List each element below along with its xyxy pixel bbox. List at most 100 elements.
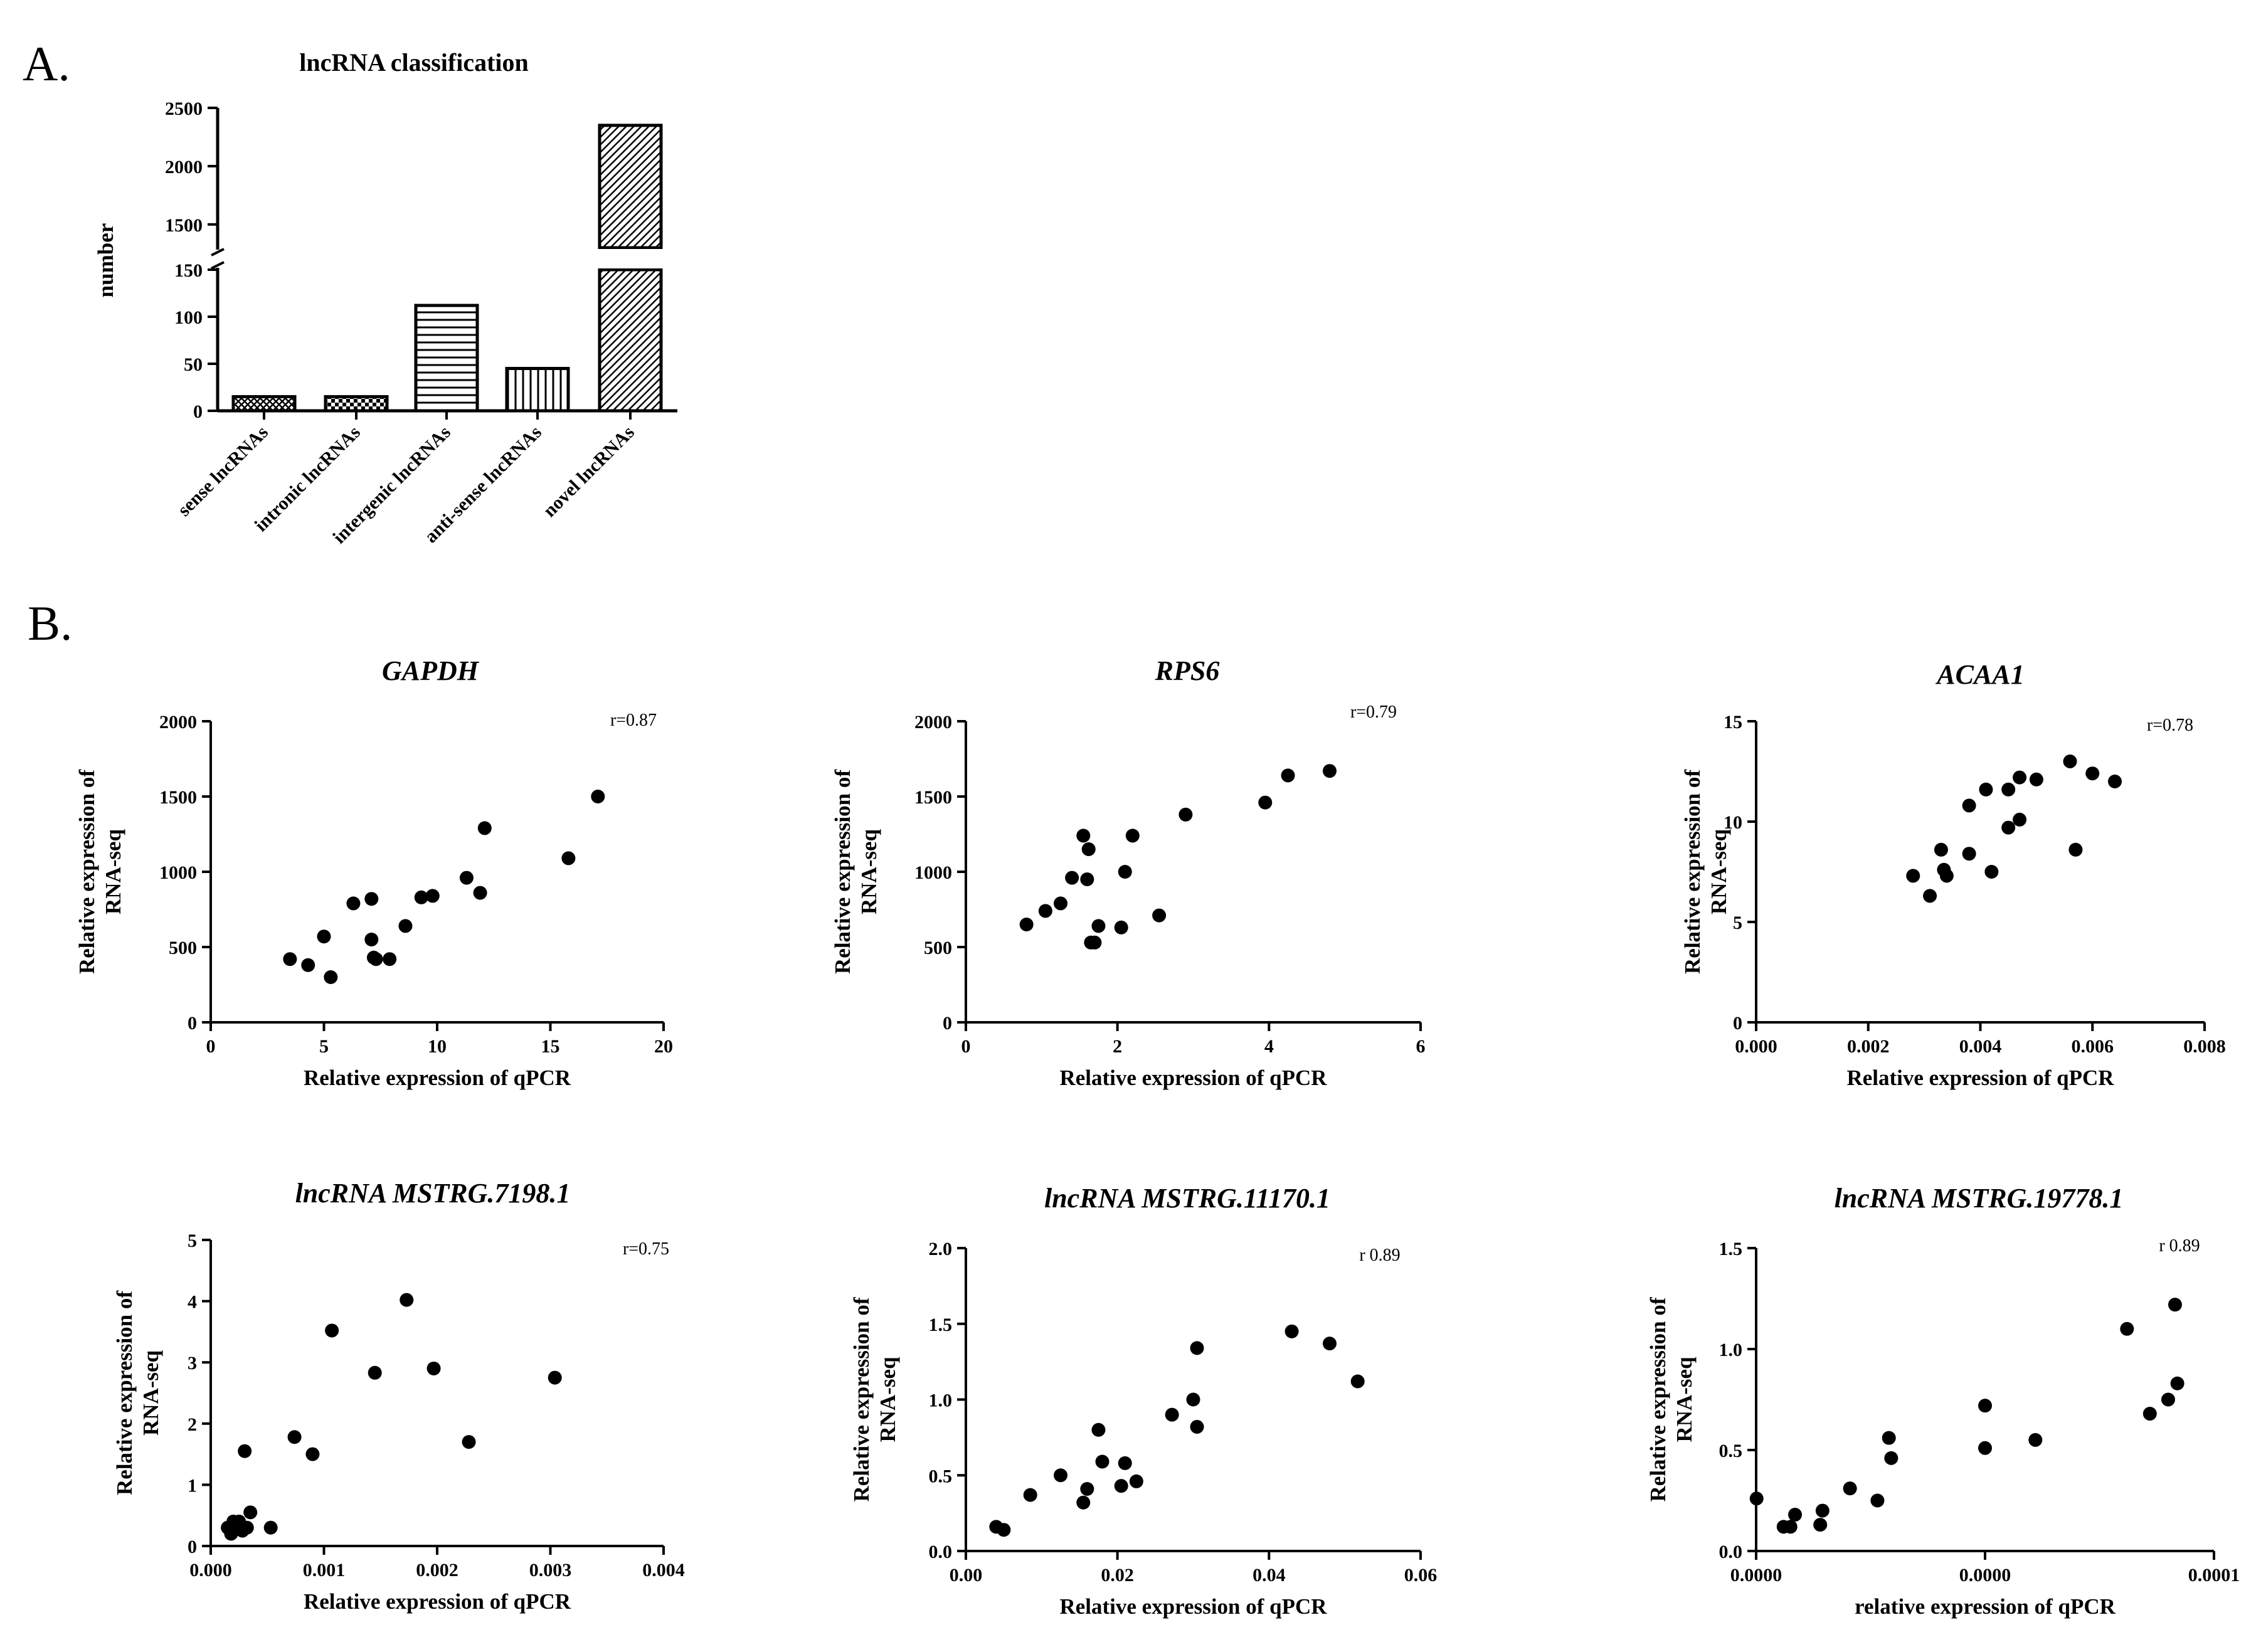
data-point <box>1023 1488 1037 1502</box>
x-tick-label: 4 <box>1264 1036 1274 1057</box>
data-point <box>1870 1493 1885 1508</box>
data-point <box>283 952 297 966</box>
y-tick-label: 500 <box>924 938 952 958</box>
data-point <box>1350 1374 1365 1389</box>
y-axis-label: RNA-seq <box>1707 829 1731 914</box>
data-point <box>2142 1407 2157 1421</box>
y-tick-label: 5 <box>188 1231 197 1251</box>
data-point <box>1080 872 1094 886</box>
x-tick-label: 0.06 <box>1404 1565 1438 1586</box>
x-tick-label: 0.006 <box>2072 1036 2114 1057</box>
y-tick-label: 0 <box>943 1013 952 1034</box>
data-point <box>1190 1419 1204 1434</box>
y-tick-label: 50 <box>184 354 203 375</box>
data-point <box>2108 775 2122 788</box>
data-point <box>1152 908 1167 923</box>
data-point <box>1190 1341 1204 1355</box>
data-point <box>287 1430 302 1444</box>
data-point <box>1114 1479 1128 1493</box>
data-point <box>1081 842 1096 856</box>
bar <box>324 395 389 413</box>
data-point <box>1882 1431 1896 1445</box>
bar-break-gap <box>597 249 664 268</box>
y-axis-label: RNA-seq <box>876 1357 900 1443</box>
data-point <box>2013 770 2027 785</box>
y-tick-label: 3 <box>188 1353 197 1374</box>
data-point <box>473 886 487 900</box>
correlation-label: r=0.75 <box>623 1239 669 1259</box>
y-tick-label: 1000 <box>914 862 952 883</box>
data-point <box>1978 1441 1992 1455</box>
chart-title: lncRNA MSTRG.19778.1 <box>1835 1183 2124 1214</box>
data-point <box>1118 1456 1132 1470</box>
y-tick-label: 1.0 <box>1719 1340 1743 1360</box>
y-tick-label: 2000 <box>914 712 952 733</box>
x-tick-label: 0.0000 <box>1730 1565 1782 1586</box>
chart-title: ACAA1 <box>1935 659 2024 690</box>
y-tick-label: 100 <box>174 307 203 328</box>
y-axis-label: Relative expression of <box>830 770 855 974</box>
data-point <box>2168 1298 2182 1312</box>
data-point <box>1843 1481 1857 1496</box>
x-tick-label: 0.02 <box>1101 1565 1134 1586</box>
data-point <box>305 1447 320 1461</box>
data-point <box>346 896 361 911</box>
data-point <box>1962 847 1976 861</box>
data-point <box>369 952 383 966</box>
data-point <box>548 1370 562 1385</box>
correlation-label: r 0.89 <box>1359 1246 1400 1265</box>
y-tick-label: 0.0 <box>1719 1542 1743 1562</box>
data-point <box>1178 807 1193 822</box>
y-tick-label: 1.5 <box>1719 1239 1743 1259</box>
data-point <box>459 871 474 885</box>
y-tick-label: 1.5 <box>929 1315 953 1335</box>
y-axis-label: RNA-seq <box>1672 1357 1697 1443</box>
data-point <box>324 970 338 984</box>
data-point <box>398 919 413 933</box>
x-tick-label: 0.004 <box>1959 1036 2002 1057</box>
x-tick-label: 6 <box>1416 1036 1426 1057</box>
bar <box>414 304 479 413</box>
data-point <box>1788 1508 1803 1522</box>
data-point <box>1038 904 1052 918</box>
data-point <box>2013 812 2027 827</box>
scatter-plot-rps6: RPS6 0 2 4 6 0 500 1000 1500 2000 Relative express… <box>830 655 1426 1090</box>
data-point <box>1076 1495 1091 1510</box>
y-axis-label: RNA-seq <box>101 829 125 914</box>
scatter-plot-mstrg-19778-1: lncRNA MSTRG.19778.1 0.0000 0.0000 0.0001 0.… <box>1646 1183 2240 1619</box>
x-tick-label: 10 <box>428 1036 447 1057</box>
x-axis-label: Relative expression of qPCR <box>1846 1066 2114 1090</box>
y-axis-label: Relative expression of <box>75 770 99 974</box>
data-point <box>238 1444 252 1458</box>
data-point <box>1186 1392 1200 1407</box>
data-point <box>1065 871 1079 885</box>
data-point <box>2120 1321 2134 1336</box>
y-tick-label: 1500 <box>159 787 197 808</box>
x-tick-label: 2 <box>1113 1036 1122 1057</box>
data-point <box>1749 1491 1764 1506</box>
y-tick-label: 500 <box>169 938 197 958</box>
data-point <box>1054 896 1068 911</box>
data-point <box>1934 842 1948 857</box>
data-point <box>368 1365 382 1380</box>
bar <box>598 124 663 250</box>
correlation-label: r=0.79 <box>1350 702 1397 722</box>
data-point <box>301 958 315 972</box>
x-tick-label: 0.003 <box>529 1560 572 1581</box>
data-point <box>1091 1422 1106 1437</box>
y-tick-label: 2500 <box>165 98 203 119</box>
x-tick-label: 0.000 <box>1735 1036 1777 1057</box>
data-point <box>1815 1503 1830 1518</box>
y-tick-label: 0 <box>1733 1013 1742 1034</box>
x-tick-label: 0.000 <box>189 1560 232 1581</box>
y-tick-label: 1 <box>188 1475 197 1496</box>
category-label: sense lncRNAs <box>174 422 272 521</box>
data-point <box>325 1323 339 1338</box>
x-tick-label: 0.0001 <box>2188 1565 2240 1586</box>
y-tick-label: 1500 <box>165 215 203 236</box>
scatter-plot-mstrg-7198-1: lncRNA MSTRG.7198.1 0.000 0.001 0.002 0.003 0… <box>112 1178 685 1614</box>
y-tick-label: 1.0 <box>929 1390 953 1411</box>
data-point <box>1984 865 1999 879</box>
x-axis-label: Relative expression of qPCR <box>1059 1594 1327 1619</box>
bar <box>231 395 297 413</box>
